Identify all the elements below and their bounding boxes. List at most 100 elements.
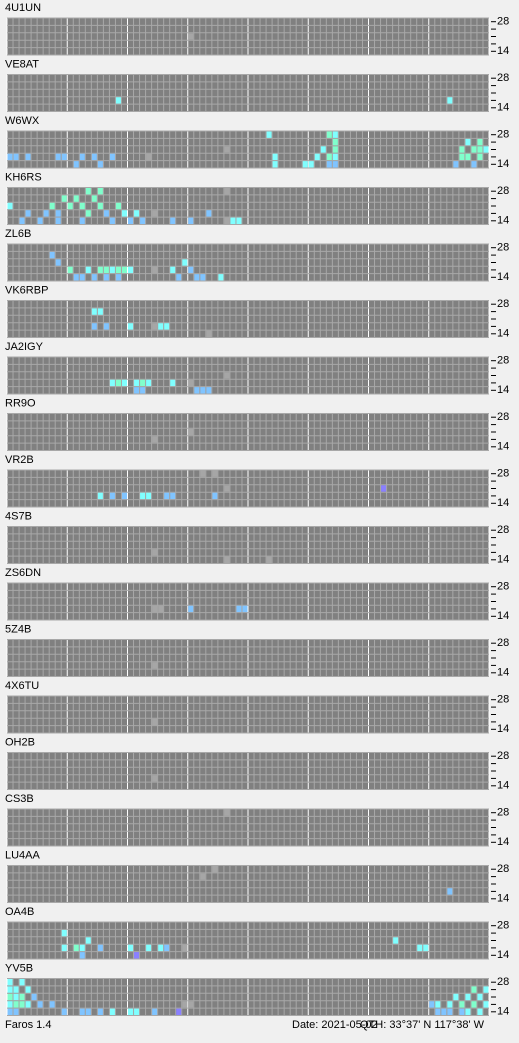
band-label: 28: [497, 976, 509, 988]
signal-cell: [79, 274, 85, 281]
signal-cell: [200, 387, 206, 394]
signal-cell: [61, 929, 67, 937]
signal-cell: [19, 1001, 25, 1008]
signal-cell: [200, 873, 206, 880]
signal-cell: [79, 944, 85, 952]
signal-cell: [212, 470, 218, 477]
signal-cell: [471, 1001, 477, 1008]
band-label: 14: [497, 158, 509, 170]
station-name: 4S7B: [5, 510, 32, 522]
signal-cell: [128, 266, 134, 274]
band-label: 14: [497, 215, 509, 227]
band-label: 14: [497, 949, 509, 961]
signal-cell: [453, 161, 459, 168]
signal-cell: [43, 210, 49, 217]
band-label: 28: [497, 750, 509, 762]
signal-cell: [146, 379, 152, 387]
signal-cell: [128, 217, 134, 224]
signal-cell: [25, 153, 31, 161]
signal-cell: [188, 33, 194, 40]
signal-cell: [97, 492, 103, 500]
band-label: 28: [497, 637, 509, 649]
band-label: 28: [497, 298, 509, 310]
signal-cell: [55, 210, 61, 217]
signal-cell: [170, 492, 176, 500]
station-name: KH6RS: [5, 171, 42, 183]
band-label: 28: [497, 16, 509, 28]
signal-cell: [55, 217, 61, 224]
signal-cell: [152, 775, 158, 782]
signal-cell: [7, 153, 13, 161]
signal-cell: [459, 146, 465, 153]
signal-cell: [97, 944, 103, 952]
signal-cell: [266, 556, 272, 563]
app-version: Faros 1.4: [5, 1019, 51, 1031]
signal-cell: [37, 1001, 43, 1008]
signal-cell: [236, 605, 242, 613]
signal-cell: [435, 1008, 441, 1015]
signal-cell: [164, 944, 170, 952]
signal-cell: [483, 986, 489, 993]
signal-cell: [55, 259, 61, 266]
band-label: 28: [497, 524, 509, 536]
signal-cell: [326, 161, 332, 168]
signal-cell: [459, 1001, 465, 1008]
signal-cell: [224, 217, 230, 224]
signal-cell: [91, 274, 97, 281]
signal-cell: [170, 379, 176, 387]
signal-cell: [128, 944, 134, 952]
signal-cell: [188, 1001, 194, 1008]
signal-cell: [447, 1001, 453, 1008]
signal-cell: [224, 556, 230, 563]
signal-cell: [7, 993, 13, 1001]
signal-cell: [152, 210, 158, 217]
band-label: 28: [497, 863, 509, 875]
signal-cell: [477, 153, 483, 161]
signal-cell: [134, 379, 140, 387]
band-label: 28: [497, 355, 509, 367]
signal-cell: [79, 952, 85, 959]
signal-cell: [31, 993, 37, 1001]
signal-cell: [25, 210, 31, 217]
band-label: 28: [497, 807, 509, 819]
signal-cell: [115, 379, 121, 387]
signal-cell: [224, 809, 230, 816]
signal-cell: [320, 146, 326, 153]
signal-cell: [79, 1008, 85, 1015]
signal-cell: [224, 146, 230, 153]
band-label: 14: [497, 610, 509, 622]
station-name: YV5B: [5, 962, 33, 974]
signal-cell: [230, 217, 236, 224]
signal-cell: [73, 944, 79, 952]
signal-cell: [7, 986, 13, 993]
signal-cell: [182, 259, 188, 266]
signal-cell: [73, 161, 79, 168]
signal-cell: [170, 217, 176, 224]
signal-cell: [49, 1001, 55, 1008]
signal-cell: [483, 1001, 489, 1008]
signal-cell: [465, 138, 471, 146]
signal-cell: [7, 202, 13, 210]
station-name: OH2B: [5, 736, 35, 748]
signal-cell: [85, 937, 91, 944]
signal-cell: [465, 153, 471, 161]
band-label: 14: [497, 271, 509, 283]
signal-cell: [206, 387, 212, 394]
date: Date: 2021-05-02: [292, 1019, 378, 1031]
band-label: 28: [497, 242, 509, 254]
signal-cell: [435, 1001, 441, 1008]
signal-cell: [61, 153, 67, 161]
signal-cell: [115, 274, 121, 281]
signal-cell: [61, 1008, 67, 1015]
signal-cell: [134, 952, 140, 959]
station-name: OA4B: [5, 906, 34, 918]
signal-cell: [308, 161, 314, 168]
signal-cell: [121, 266, 127, 274]
signal-cell: [182, 944, 188, 952]
signal-cell: [97, 266, 103, 274]
station-name: ZL6B: [5, 228, 31, 240]
signal-cell: [7, 979, 13, 986]
signal-cell: [188, 428, 194, 436]
station-name: VK6RBP: [5, 284, 48, 296]
signal-cell: [332, 131, 338, 138]
